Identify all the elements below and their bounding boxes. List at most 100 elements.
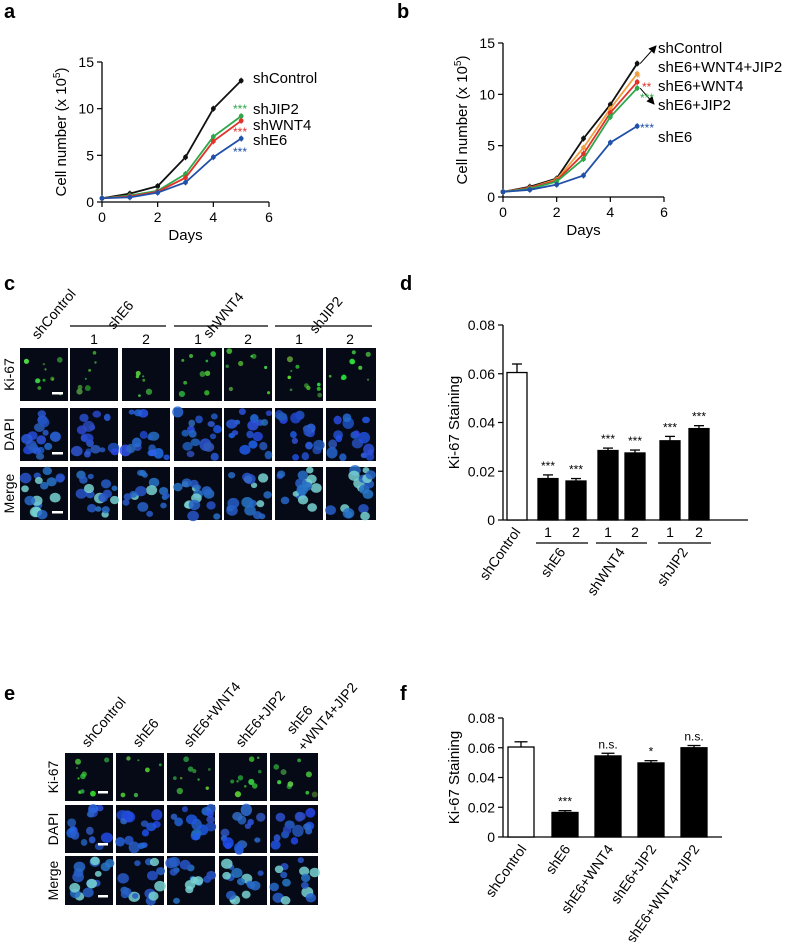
chart-d: 0 0.02 0.04 0.06 0.08 Ki-67 Staining *** *** ***…: [446, 317, 748, 598]
ki67-spot: [126, 756, 131, 761]
merge-nucleus: [83, 483, 95, 494]
y-tick-label: 0.08: [468, 317, 495, 333]
ki67-spot: [316, 382, 321, 387]
significance-stars: ***: [640, 91, 654, 105]
merge-nucleus: [86, 878, 98, 889]
bar: [506, 371, 528, 521]
ki67-spot: [287, 375, 292, 380]
series-label-shE6: shE6: [253, 132, 287, 149]
merge-nucleus: [90, 856, 100, 866]
merge-nucleus: [241, 890, 251, 899]
nucleus: [203, 442, 215, 452]
merge-nucleus: [73, 861, 86, 873]
category-label: 2: [695, 524, 703, 540]
nucleus: [358, 431, 371, 444]
y-tick-label: 0.06: [468, 366, 495, 382]
nucleus: [305, 807, 316, 818]
category-label: shE6: [542, 841, 574, 876]
series-label-shControl: shControl: [658, 40, 722, 57]
nucleus: [126, 443, 136, 454]
nucleus: [170, 813, 178, 820]
ki67-spot: [183, 756, 189, 763]
significance-stars: ***: [640, 121, 654, 135]
series-label-shE6+WNT4: shE6+WNT4: [658, 78, 743, 95]
nucleus: [290, 837, 299, 845]
nucleus: [128, 409, 135, 415]
significance-label: ***: [692, 410, 706, 424]
ki67-spot: [351, 350, 356, 355]
y-axis-title: Ki-67 Staining: [446, 731, 463, 824]
y-tick-label: 0.02: [468, 463, 495, 479]
column-label: shJIP2: [306, 293, 346, 336]
y-tick-label: 0.04: [468, 770, 495, 786]
merge-nucleus: [79, 476, 88, 484]
nucleus: [252, 431, 263, 442]
merge-nucleus: [280, 496, 290, 505]
nucleus: [36, 435, 47, 445]
column-label: shControl: [78, 694, 129, 750]
merge-nucleus: [201, 486, 212, 496]
merge-nucleus: [49, 492, 61, 503]
nucleus: [291, 437, 299, 444]
ki67-spot: [92, 351, 97, 355]
nucleus: [328, 439, 338, 449]
merge-nucleus: [362, 489, 374, 500]
scale-bar: [52, 511, 63, 514]
ki67-spot: [290, 369, 293, 373]
merge-nucleus: [249, 880, 261, 891]
significance-stars: ***: [233, 125, 247, 139]
nucleus: [259, 441, 268, 451]
ki67-spot: [248, 778, 255, 785]
merge-nucleus: [310, 483, 322, 493]
ki67-spot: [158, 763, 162, 767]
series-line-shE6+JIP2: [502, 87, 638, 193]
series-label-shControl: shControl: [253, 70, 317, 87]
ki67-spot: [181, 358, 185, 362]
merge-nucleus: [305, 893, 317, 903]
nucleus: [276, 412, 288, 421]
series-line-shE6: [502, 125, 638, 193]
merge-nucleus: [173, 897, 180, 904]
nucleus: [239, 444, 251, 455]
nucleus: [264, 450, 273, 460]
merge-nucleus: [95, 506, 102, 512]
merge-nucleus: [269, 882, 279, 892]
ki67-spot: [137, 759, 140, 762]
merge-nucleus: [194, 484, 202, 491]
merge-nucleus: [228, 471, 236, 479]
column-label: shControl: [28, 286, 79, 342]
merge-nucleus: [248, 499, 257, 507]
nucleus: [88, 836, 96, 844]
merge-nucleus: [277, 470, 286, 478]
nucleus: [313, 439, 325, 451]
panel-letter-c: c: [4, 273, 15, 295]
ki67-spot: [183, 380, 188, 385]
nucleus: [362, 416, 370, 424]
ki67-spot: [248, 756, 255, 762]
merge-nucleus: [42, 466, 52, 476]
significance-stars: **: [642, 80, 652, 94]
nucleus: [79, 413, 89, 422]
merge-nucleus: [139, 469, 147, 477]
nucleus: [206, 815, 216, 824]
merge-nucleus: [250, 482, 258, 489]
y-tick-label: 0.06: [468, 740, 495, 756]
ki67-spot: [75, 766, 79, 770]
merge-nucleus: [274, 865, 284, 874]
merge-nucleus: [36, 509, 48, 520]
merge-nucleus: [168, 856, 181, 868]
ki67-spot: [210, 351, 217, 357]
bar: [680, 747, 708, 838]
merge-nucleus: [222, 871, 231, 880]
significance-label: ***: [569, 463, 583, 477]
micrograph-tile: [219, 753, 267, 801]
ki67-spot: [251, 353, 257, 359]
merge-nucleus: [280, 896, 291, 905]
ki67-spot: [358, 365, 363, 370]
merge-nucleus: [123, 493, 132, 501]
ki67-spot: [287, 781, 294, 787]
nucleus: [210, 413, 218, 420]
ki67-spot: [187, 766, 194, 772]
ki67-spot: [277, 780, 282, 785]
nucleus: [92, 410, 102, 418]
